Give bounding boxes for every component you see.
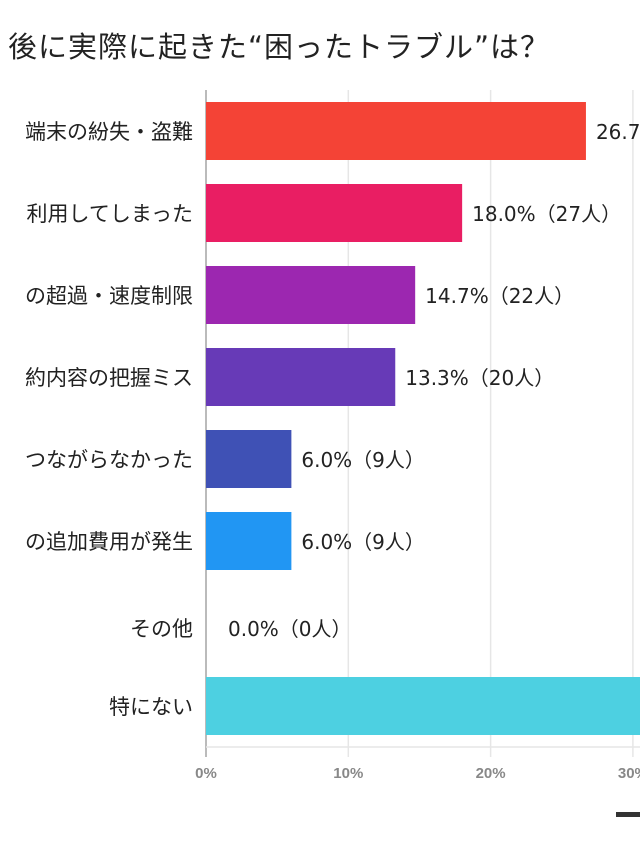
chart-title: 後に実際に起きた“困ったトラブル”は？ [8, 30, 551, 64]
bar [206, 430, 292, 488]
bar [206, 266, 416, 324]
category-label: 特にない [109, 695, 193, 719]
bar [206, 512, 292, 570]
bar [206, 184, 463, 242]
category-label: つながらなかった [25, 448, 193, 472]
x-tick-label: 10% [333, 765, 363, 782]
data-label: 26.7 [596, 120, 640, 144]
data-label: 0.0%（0人） [228, 617, 352, 641]
x-tick-label: 20% [476, 765, 506, 782]
data-label: 6.0%（9人） [301, 530, 425, 554]
category-label: その他 [130, 617, 193, 641]
data-label: 14.7%（22人） [425, 284, 574, 308]
bar [206, 348, 396, 406]
bar [206, 102, 586, 160]
x-tick-label: 0% [195, 765, 217, 782]
category-label: 約内容の把握ミス [25, 366, 193, 390]
bar [206, 677, 640, 735]
data-label: 6.0%（9人） [301, 448, 425, 472]
data-label: 18.0%（27人） [472, 202, 621, 226]
x-tick-label: 30% [618, 765, 640, 782]
data-label: 13.3%（20人） [405, 366, 554, 390]
category-label: 利用してしまった [26, 202, 193, 226]
category-label: 端末の紛失・盗難 [25, 120, 193, 144]
scroll-indicator [616, 812, 640, 817]
category-label: の超過・速度制限 [25, 284, 193, 308]
category-label: の追加費用が発生 [25, 530, 193, 554]
